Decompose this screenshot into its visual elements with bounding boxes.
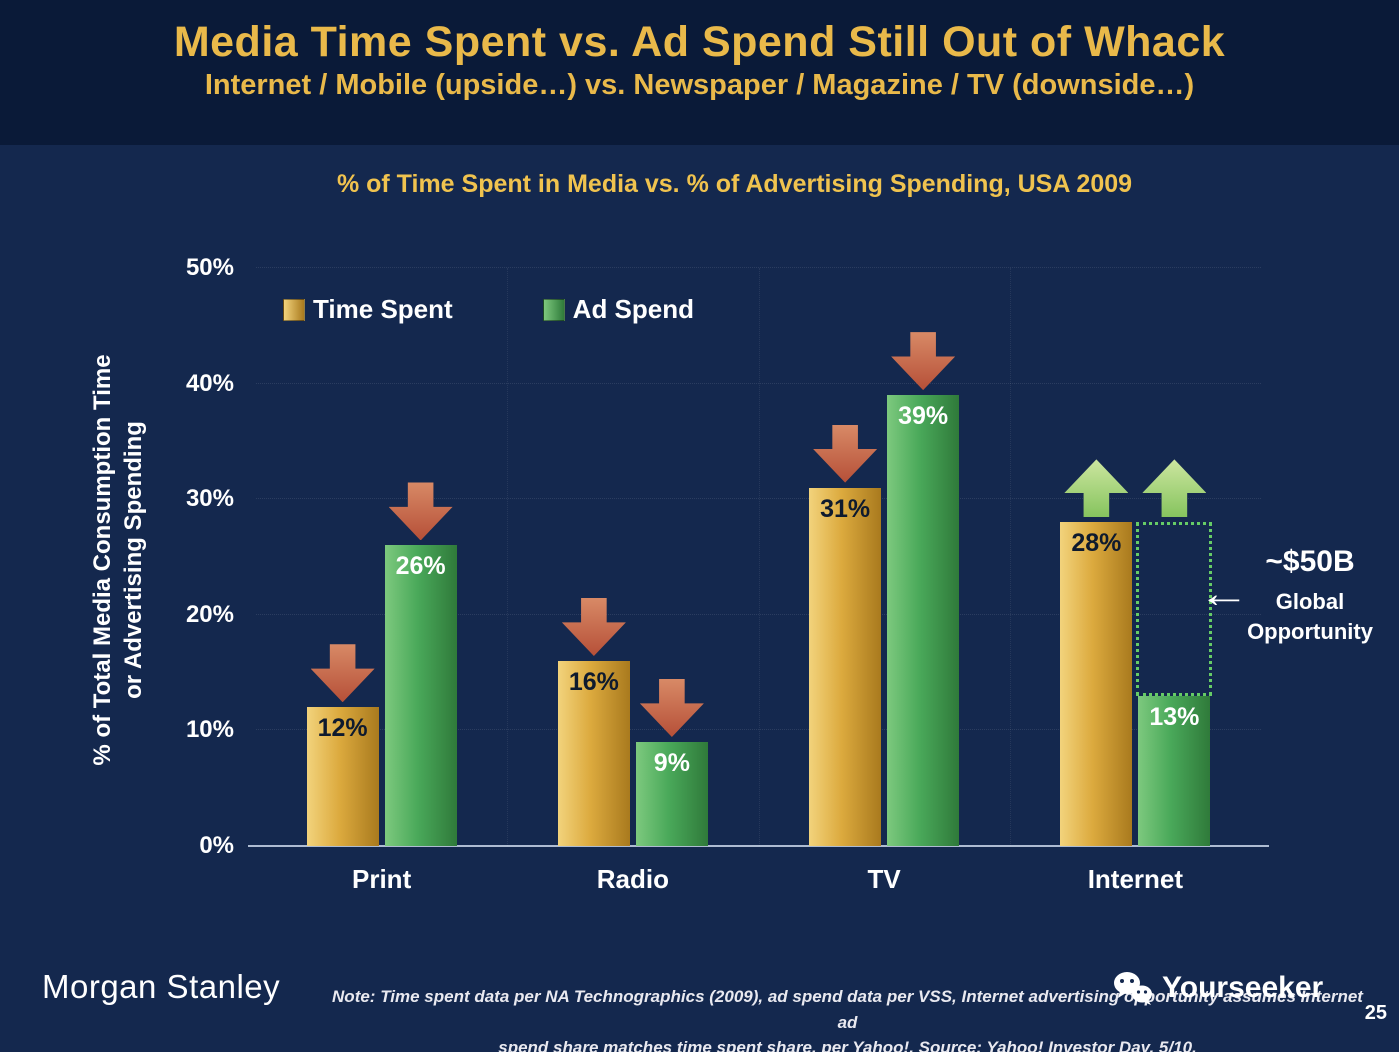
down-arrow-icon	[813, 424, 878, 483]
x-axis-category-labels: Print Radio TV Internet	[256, 864, 1261, 898]
down-arrow-icon	[561, 598, 626, 657]
y-tick-label-10%: 10%	[185, 716, 234, 744]
source-note: Note: Time spent data per NA Technograph…	[320, 984, 1375, 1052]
source-note-line1: Note: Time spent data per NA Technograph…	[332, 987, 1363, 1032]
header: Media Time Spent vs. Ad Spend Still Out …	[0, 0, 1399, 145]
gridline-30	[256, 498, 1261, 500]
bar-print-ad-spend: 26%	[384, 545, 457, 846]
bar-radio-ad-spend: 9%	[635, 741, 708, 846]
bar-tv-time-spent: 31%	[809, 487, 882, 846]
category-label-radio: Radio	[596, 864, 669, 894]
legend-label-ad-spend: Ad Spend	[572, 294, 695, 324]
page-subtitle: Internet / Mobile (upside…) vs. Newspape…	[204, 69, 1195, 101]
chart-title: % of Time Spent in Media vs. % of Advert…	[336, 170, 1133, 198]
y-axis-title: % of Total Media Consumption Time or Adv…	[87, 354, 149, 765]
bar-print-time-spent: 12%	[306, 707, 379, 846]
bar-value-label: 9%	[653, 748, 690, 777]
y-tick-label-20%: 20%	[185, 600, 234, 628]
y-tick-label-50%: 50%	[185, 254, 234, 281]
bar-value-label: 31%	[820, 494, 871, 523]
bar-tv-ad-spend: 39%	[887, 395, 960, 846]
x-axis-line	[248, 845, 1269, 847]
bar-value-label: 12%	[317, 714, 368, 743]
up-arrow-icon	[1142, 459, 1207, 518]
bar-value-label: 28%	[1071, 529, 1122, 558]
legend-label-time-spent: Time Spent	[313, 294, 453, 324]
legend-item-time-spent: Time Spent	[283, 294, 453, 325]
category-label-tv: TV	[867, 864, 901, 894]
legend-item-ad-spend: Ad Spend	[542, 294, 695, 325]
gridline-10	[256, 729, 1261, 731]
opportunity-value: ~$50B	[1265, 545, 1355, 578]
y-axis-title-line2: or Advertising Spending	[120, 421, 147, 699]
bar-value-label: 16%	[568, 668, 619, 697]
page-title: Media Time Spent vs. Ad Spend Still Out …	[173, 18, 1226, 66]
category-separator	[1009, 268, 1011, 846]
page-number: 25	[1364, 1002, 1387, 1024]
down-arrow-icon	[388, 482, 453, 541]
watermark: Yourseeker	[1112, 970, 1323, 1006]
bar-value-label: 26%	[395, 552, 446, 581]
gridline-40	[256, 382, 1261, 384]
opportunity-label-line1: Global	[1275, 589, 1345, 614]
y-tick-label-40%: 40%	[185, 369, 234, 397]
bar-value-label: 13%	[1149, 702, 1200, 731]
opportunity-label-line2: Opportunity	[1247, 618, 1373, 644]
y-tick-label-30%: 30%	[185, 485, 234, 513]
bar-internet-ad-spend: 13%	[1138, 695, 1211, 846]
left-arrow-icon: ←	[1198, 572, 1250, 616]
watermark-text: Yourseeker	[1162, 971, 1324, 1004]
category-label-internet: Internet	[1087, 864, 1184, 894]
down-arrow-icon	[639, 678, 704, 737]
wechat-icon	[1114, 972, 1152, 1005]
up-arrow-icon	[1064, 459, 1129, 518]
y-tick-labels: 0% 10% 20% 30% 40% 50%	[146, 254, 242, 859]
y-axis-title-line1: % of Total Media Consumption Time	[88, 354, 116, 766]
category-separator	[758, 268, 760, 846]
gridline-50	[256, 267, 1261, 268]
gridline-20	[256, 613, 1261, 615]
down-arrow-icon	[310, 644, 375, 703]
time-spent-swatch-icon	[283, 298, 305, 321]
morgan-stanley-logo: Morgan Stanley	[42, 968, 281, 1005]
bar-internet-time-spent: 28%	[1060, 522, 1133, 846]
down-arrow-icon	[891, 332, 956, 391]
ad-spend-swatch-icon	[542, 298, 565, 321]
source-note-line2: spend share matches time spent share, pe…	[498, 1038, 1197, 1052]
opportunity-dashed-box	[1136, 522, 1213, 696]
opportunity-annotation: ~$50B Global Opportunity	[1232, 545, 1388, 646]
legend: Time Spent Ad Spend	[283, 294, 694, 325]
bar-value-label: 39%	[898, 402, 949, 431]
plot-area: 12% 26% 16% 9% 31% 39% 28% 13%	[248, 267, 1269, 847]
y-tick-label-0%: 0%	[199, 832, 234, 859]
category-label-print: Print	[352, 864, 412, 894]
bar-radio-time-spent: 16%	[557, 661, 630, 846]
category-separator	[507, 268, 509, 846]
